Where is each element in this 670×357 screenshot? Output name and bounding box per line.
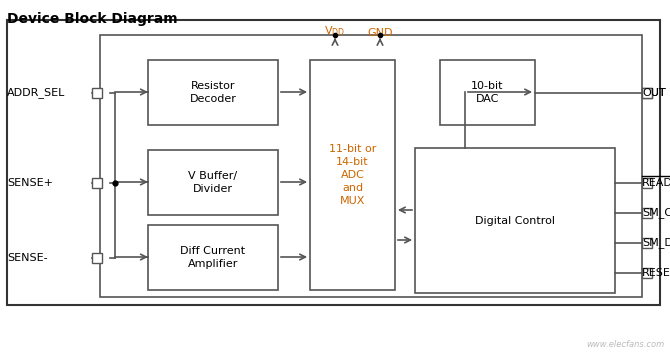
Bar [148,150,278,215]
Bar [100,35,642,297]
Text: SENSE+: SENSE+ [7,178,53,188]
Text: V Buffer/
Divider: V Buffer/ Divider [188,171,238,194]
Bar [148,225,278,290]
Text: Resistor
Decoder: Resistor Decoder [190,81,237,104]
Bar [92,253,102,263]
Text: 11-bit or
14-bit
ADC
and
MUX: 11-bit or 14-bit ADC and MUX [329,144,376,206]
Bar [7,20,660,305]
Bar [148,60,278,125]
Text: OUT: OUT [642,88,665,98]
Bar [642,178,652,188]
Bar [642,238,652,248]
Text: READ/INT: READ/INT [642,178,670,188]
Text: SM_CLK: SM_CLK [642,207,670,218]
Text: www.elecfans.com: www.elecfans.com [587,340,665,349]
Text: GND: GND [367,28,393,38]
Text: V$_{\rm DD}$: V$_{\rm DD}$ [324,24,346,38]
Text: Diff Current
Amplifier: Diff Current Amplifier [180,246,246,269]
Text: SENSE-: SENSE- [7,253,48,263]
Text: OUT: OUT [642,88,665,98]
Bar [642,88,652,98]
Bar [415,148,615,293]
Bar [642,268,652,278]
Bar [310,60,395,290]
Bar [642,208,652,218]
Text: Device Block Diagram: Device Block Diagram [7,12,178,26]
Bar [92,178,102,188]
Bar [92,88,102,98]
Bar [440,60,535,125]
Text: 10-bit
DAC: 10-bit DAC [471,81,504,104]
Text: Digital Control: Digital Control [475,216,555,226]
Text: ADDR_SEL: ADDR_SEL [7,87,66,99]
Text: RESERVED: RESERVED [642,268,670,278]
Text: SM_DATA: SM_DATA [642,237,670,248]
Bar [642,88,652,98]
